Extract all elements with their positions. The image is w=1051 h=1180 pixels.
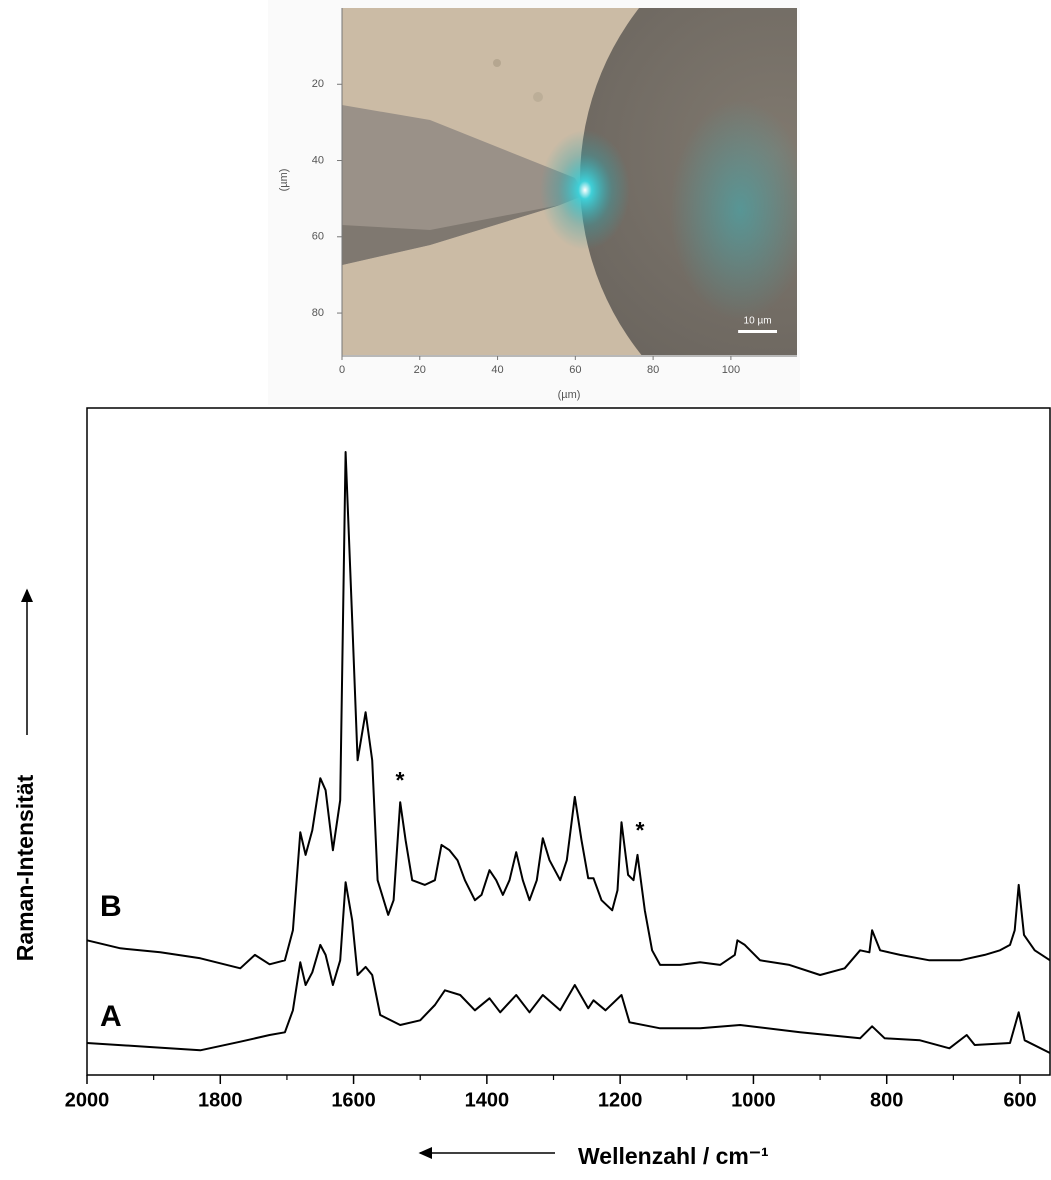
series-label: A bbox=[100, 1000, 122, 1033]
x-tick-label: 60 bbox=[569, 364, 581, 376]
x-tick-label: 1400 bbox=[465, 1089, 510, 1111]
x-tick-label: 1000 bbox=[731, 1089, 776, 1111]
spectrum-line bbox=[86, 451, 1051, 976]
annotation: * bbox=[636, 817, 645, 843]
y-tick-label: 20 bbox=[312, 78, 324, 90]
image-y-label: (µm) bbox=[278, 169, 290, 192]
y-tick-label: 80 bbox=[312, 307, 324, 319]
x-tick-label: 1800 bbox=[198, 1089, 243, 1111]
x-axis-title: Wellenzahl / cm⁻¹ bbox=[578, 1143, 769, 1169]
x-tick-label: 100 bbox=[722, 364, 740, 376]
micrograph bbox=[342, 8, 797, 355]
annotation: * bbox=[396, 767, 405, 793]
image-x-label: (µm) bbox=[558, 389, 581, 401]
x-tick-label: 1600 bbox=[331, 1089, 376, 1111]
x-tick-label: 800 bbox=[870, 1089, 903, 1111]
series-label: B bbox=[100, 890, 122, 923]
spectrum-line bbox=[86, 881, 1051, 1054]
x-tick-label: 2000 bbox=[65, 1089, 110, 1111]
x-tick-label: 0 bbox=[339, 364, 345, 376]
y-tick-label: 60 bbox=[312, 231, 324, 243]
x-tick-label: 80 bbox=[647, 364, 659, 376]
x-tick-label: 20 bbox=[414, 364, 426, 376]
plot-frame bbox=[86, 407, 1051, 1076]
y-axis-title: Raman-Intensität bbox=[12, 774, 38, 961]
scale-bar-label: 10 µm bbox=[744, 316, 772, 327]
y-tick-label: 40 bbox=[312, 154, 324, 166]
x-tick-label: 40 bbox=[491, 364, 503, 376]
scale-bar bbox=[738, 330, 777, 333]
x-tick-label: 1200 bbox=[598, 1089, 643, 1111]
x-tick-label: 600 bbox=[1003, 1089, 1036, 1111]
